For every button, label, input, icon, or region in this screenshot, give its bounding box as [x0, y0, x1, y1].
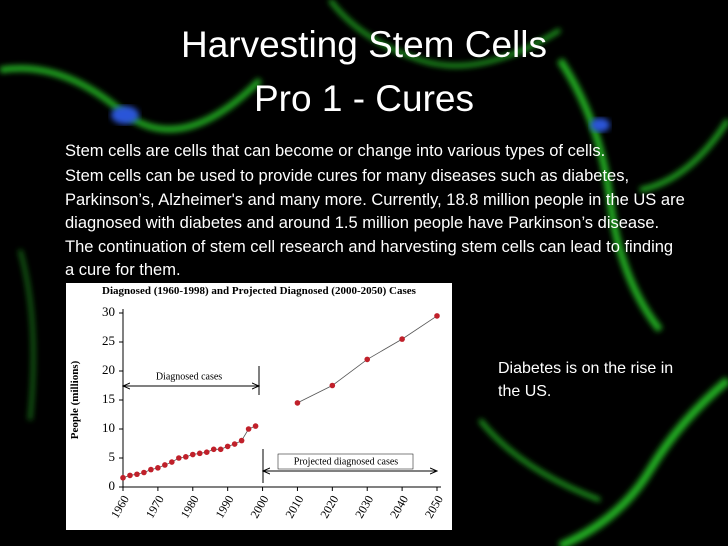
x-tick-label: 1960 — [108, 493, 132, 521]
x-tick-label: 1990 — [213, 493, 237, 521]
chart-title: Diagnosed (1960-1998) and Projected Diag… — [102, 285, 417, 297]
data-point — [434, 313, 440, 319]
x-tick-label: 2010 — [282, 493, 306, 521]
y-tick-label: 15 — [102, 391, 115, 406]
data-point — [162, 462, 168, 468]
y-tick-label: 25 — [102, 333, 115, 348]
data-point — [196, 450, 203, 457]
data-point — [252, 423, 259, 429]
x-tick-label: 2030 — [352, 493, 376, 521]
chart-panel: Diagnosed (1960-1998) and Projected Diag… — [66, 283, 452, 530]
paragraph: Stem cells can be used to provide cures … — [65, 167, 685, 279]
data-point — [148, 466, 154, 473]
data-point — [245, 426, 252, 432]
x-tick-label: 2020 — [317, 493, 341, 521]
annotation-box — [144, 369, 234, 384]
data-point — [210, 446, 217, 453]
data-point — [155, 465, 161, 471]
data-point — [183, 454, 189, 460]
data-point — [224, 443, 231, 450]
x-tick-label: 2050 — [422, 493, 446, 521]
y-tick-label: 10 — [102, 420, 115, 435]
x-tick-label: 1970 — [143, 493, 167, 521]
data-point — [127, 472, 133, 479]
caption: Diabetes is on the rise in the US. — [498, 360, 674, 400]
data-point — [329, 382, 336, 389]
x-tick-label: 2040 — [387, 493, 411, 521]
data-point — [134, 471, 140, 478]
slide-title: Pro 1 - Cures — [253, 78, 474, 119]
annotation: Diagnosed cases — [156, 371, 222, 382]
data-point — [203, 449, 210, 455]
x-tick-label: 1980 — [178, 493, 202, 521]
y-tick-label: 0 — [109, 478, 116, 493]
data-point — [176, 455, 182, 461]
x-tick-label: 2000 — [247, 493, 271, 521]
y-axis-label: People (millions) — [69, 360, 81, 439]
data-point — [231, 441, 238, 447]
data-point — [238, 437, 245, 444]
data-point — [141, 469, 147, 476]
annotation: Projected diagnosed cases — [294, 456, 399, 467]
data-point — [189, 451, 196, 458]
data-point — [364, 356, 371, 363]
slide-title: Harvesting Stem Cells — [180, 24, 547, 65]
data-point — [217, 446, 224, 453]
data-point — [294, 400, 301, 406]
chart: Diagnosed (1960-1998) and Projected Diag… — [69, 285, 446, 521]
data-point — [169, 459, 175, 465]
data-point — [399, 336, 405, 342]
paragraph: Stem cells are cells that can become or … — [65, 142, 606, 160]
data-point — [120, 474, 126, 481]
y-tick-label: 5 — [109, 449, 116, 464]
annotation-box — [277, 453, 414, 470]
y-tick-label: 30 — [102, 304, 115, 319]
y-tick-label: 20 — [102, 362, 115, 377]
